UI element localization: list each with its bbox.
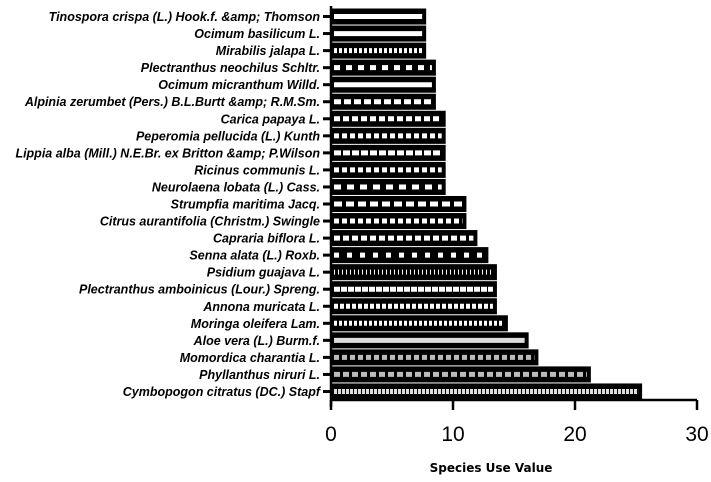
x-tick-label: 20 [563, 423, 586, 446]
category-label: Carica papaya L. [221, 112, 320, 126]
x-tick-label: 10 [441, 423, 464, 446]
category-label: Ricinus communis L. [194, 163, 320, 177]
bar [331, 127, 446, 144]
x-tick-label: 30 [685, 423, 708, 446]
category-label: Ocimum basilicum L. [194, 27, 320, 41]
category-label: Citrus aurantifolia (Christm.) Swingle [100, 215, 320, 229]
category-label: Cymbopogon citratus (DC.) Stapf [123, 385, 322, 399]
category-label: Phyllanthus niruri L. [199, 368, 320, 382]
x-axis-label: Species Use Value [430, 461, 553, 475]
bar [331, 264, 497, 281]
category-label: Mirabilis jalapa L. [216, 44, 320, 58]
category-label: Momordica charantia L. [180, 351, 320, 365]
category-labels: Tinospora crispa (L.) Hook.f. &amp; Thom… [15, 10, 331, 399]
category-label: Plectranthus amboinicus (Lour.) Spreng. [79, 283, 320, 297]
category-label: Lippia alba (Mill.) N.E.Br. ex Britton &… [15, 146, 320, 160]
category-label: Psidium guajava L. [207, 266, 320, 280]
category-label: Annona muricata L. [202, 300, 320, 314]
category-label: Senna alata (L.) Roxb. [189, 249, 320, 263]
category-label: Peperomia pellucida (L.) Kunth [136, 129, 320, 143]
bar [331, 161, 446, 178]
bar [331, 42, 427, 59]
bars [331, 8, 643, 400]
bar [331, 230, 478, 247]
bar [331, 93, 436, 110]
category-label: Plectranthus neochilus Schltr. [141, 61, 320, 75]
category-label: Alpinia zerumbet (Pers.) B.L.Burtt &amp;… [24, 95, 320, 109]
category-label: Tinospora crispa (L.) Hook.f. &amp; Thom… [49, 10, 321, 24]
category-label: Moringa oleifera Lam. [191, 317, 320, 331]
category-label: Ocimum micranthum Willd. [158, 78, 320, 92]
x-tick-label: 0 [325, 423, 337, 446]
category-label: Strumpfia maritima Jacq. [171, 198, 320, 212]
x-ticks: 0 10 20 30 [325, 400, 709, 446]
category-label: Aloe vera (L.) Burm.f. [193, 334, 320, 348]
bar [331, 247, 489, 264]
category-label: Capraria biflora L. [213, 232, 320, 246]
category-label: Neurolaena lobata (L.) Cass. [152, 180, 320, 194]
